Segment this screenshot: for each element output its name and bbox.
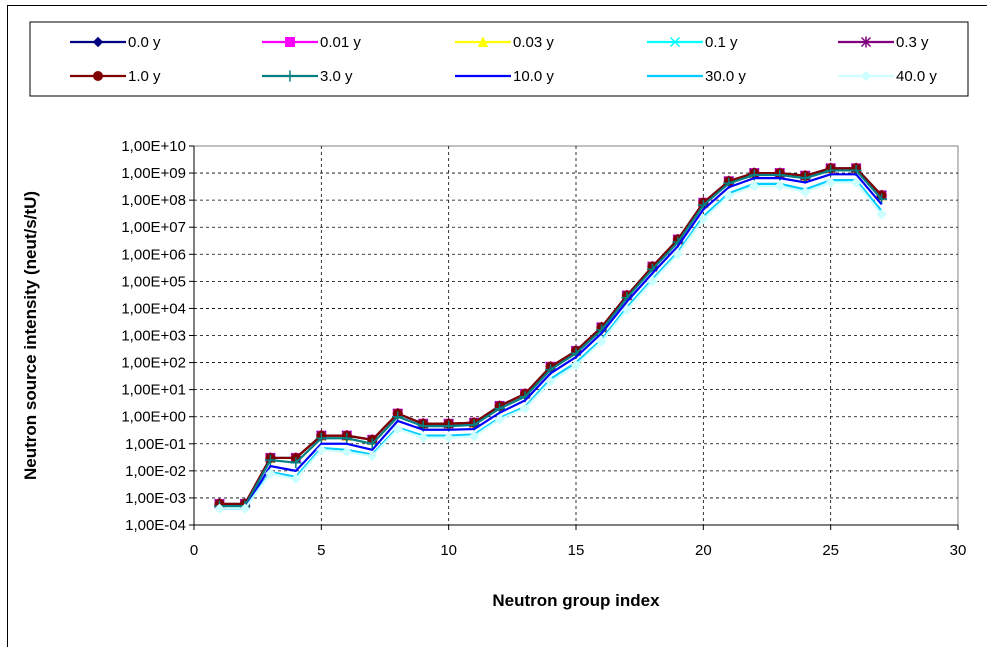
y-tick-label: 1,00E+00 xyxy=(121,409,186,426)
legend-label: 40.0 y xyxy=(896,68,937,85)
legend-label: 3.0 y xyxy=(320,68,353,85)
y-tick-label: 1,00E-03 xyxy=(125,490,186,507)
legend-marker xyxy=(92,36,104,48)
data-point xyxy=(264,454,276,466)
x-tick-label: 25 xyxy=(822,542,839,559)
series-line xyxy=(219,173,883,510)
y-tick-label: 1,00E+05 xyxy=(121,273,186,290)
legend-label: 0.0 y xyxy=(128,34,161,51)
legend-entry: 1.0 y xyxy=(70,68,161,85)
data-point xyxy=(825,177,836,188)
data-point xyxy=(672,249,684,260)
legend-entry: 0.01 y xyxy=(262,34,361,51)
y-tick-label: 1,00E+07 xyxy=(121,219,186,236)
data-point xyxy=(647,276,658,287)
legend-label: 1.0 y xyxy=(128,68,161,85)
data-point xyxy=(366,438,378,450)
data-point xyxy=(468,431,480,442)
data-point xyxy=(621,304,633,315)
y-axis-title: Neutron source intensity (neut/s/tU) xyxy=(21,191,40,480)
data-point xyxy=(494,414,505,425)
data-point xyxy=(316,444,327,455)
legend-entry: 0.3 y xyxy=(838,34,929,51)
x-tick-label: 30 xyxy=(950,542,967,559)
legend-label: 30.0 y xyxy=(705,68,746,85)
legend-label: 0.01 y xyxy=(320,34,361,51)
data-point xyxy=(315,432,327,444)
x-tick-label: 15 xyxy=(568,542,585,559)
y-tick-label: 1,00E+06 xyxy=(121,246,186,263)
legend-label: 0.03 y xyxy=(513,34,554,51)
x-tick-label: 0 xyxy=(190,542,198,559)
data-point xyxy=(749,180,760,192)
data-point xyxy=(545,376,556,387)
data-point xyxy=(239,503,251,514)
legend-marker xyxy=(93,71,103,81)
data-point xyxy=(290,457,302,469)
legend-entry: 10.0 y xyxy=(455,68,554,85)
data-point xyxy=(341,446,353,458)
data-point xyxy=(341,432,353,444)
y-tick-label: 1,00E+09 xyxy=(121,165,186,182)
data-point xyxy=(570,359,582,371)
x-tick-label: 5 xyxy=(317,542,325,559)
legend-entry: 0.0 y xyxy=(70,34,161,51)
data-point xyxy=(265,468,276,479)
data-point xyxy=(443,432,454,443)
data-point xyxy=(850,177,862,188)
y-tick-label: 1,00E+04 xyxy=(121,300,186,317)
series-10-0-y xyxy=(219,173,883,510)
y-tick-label: 1,00E-01 xyxy=(125,436,186,453)
data-point xyxy=(596,336,607,347)
legend-entry: 0.03 y xyxy=(455,34,554,51)
y-tick-label: 1,00E+10 xyxy=(121,138,186,155)
legend-entry: 0.1 y xyxy=(647,34,738,51)
y-tick-label: 1,00E-04 xyxy=(125,517,186,534)
series-3-0-y xyxy=(213,164,888,512)
y-tick-label: 1,00E+02 xyxy=(121,355,186,372)
data-point xyxy=(876,209,887,220)
legend-label: 0.1 y xyxy=(705,34,738,51)
legend-entry: 30.0 y xyxy=(647,68,746,85)
x-axis-title: Neutron group index xyxy=(492,591,660,610)
data-point xyxy=(723,190,735,201)
y-tick-label: 1,00E+08 xyxy=(121,192,186,209)
legend-marker xyxy=(477,36,489,47)
y-tick-label: 1,00E+03 xyxy=(121,328,186,345)
legend-marker xyxy=(860,70,872,82)
data-point xyxy=(774,180,785,192)
data-point xyxy=(392,423,403,435)
legend-marker xyxy=(285,37,295,47)
data-point xyxy=(799,186,811,198)
y-tick-label: 1,00E+01 xyxy=(121,382,186,399)
data-point xyxy=(519,403,531,414)
legend-marker xyxy=(669,36,681,48)
x-tick-label: 10 xyxy=(440,542,457,559)
legend-box xyxy=(29,21,969,97)
x-tick-label: 20 xyxy=(695,542,712,559)
legend-entry: 40.0 y xyxy=(838,68,937,85)
legend-label: 10.0 y xyxy=(513,68,554,85)
data-point xyxy=(367,450,378,462)
legend-label: 0.3 y xyxy=(896,34,929,51)
legend-marker xyxy=(284,70,296,82)
data-point xyxy=(290,473,302,485)
data-point xyxy=(214,503,225,514)
data-point xyxy=(698,213,709,225)
chart-frame xyxy=(7,5,987,647)
legend-marker xyxy=(860,36,872,48)
y-tick-label: 1,00E-02 xyxy=(125,463,186,480)
legend-entry: 3.0 y xyxy=(262,68,353,85)
data-point xyxy=(417,432,429,443)
series-40-0-y xyxy=(214,177,887,514)
